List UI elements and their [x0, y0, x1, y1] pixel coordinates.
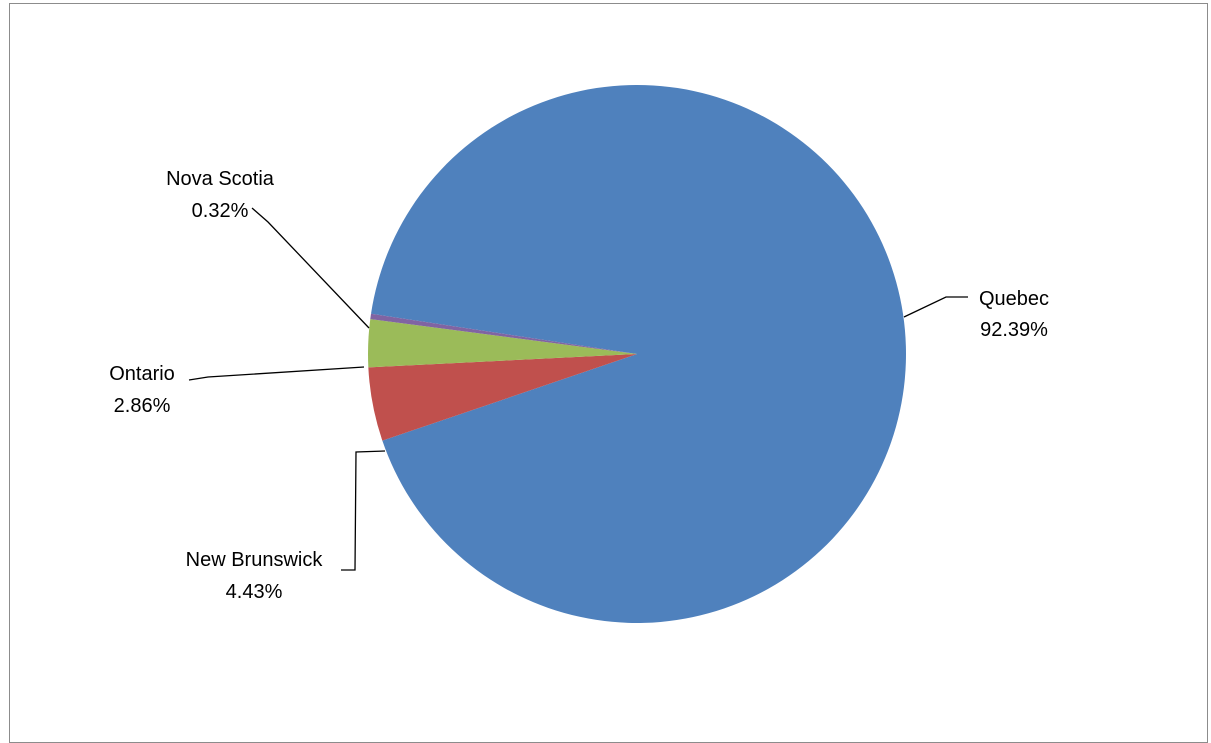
pie-slices — [367, 84, 906, 623]
label-nova-scotia-value: 0.32% — [192, 200, 249, 222]
label-ontario-value: 2.86% — [114, 395, 171, 417]
label-ontario-name: Ontario — [109, 363, 175, 385]
label-new-brunswick-name: New Brunswick — [186, 549, 324, 571]
pie-chart: Quebec 92.39% New Brunswick 4.43% Ontari… — [109, 84, 1049, 623]
label-nova-scotia-name: Nova Scotia — [166, 168, 275, 190]
leader-line-new-brunswick — [341, 450, 386, 571]
label-quebec-value: 92.39% — [980, 319, 1048, 341]
label-new-brunswick: New Brunswick 4.43% — [186, 549, 324, 603]
label-ontario: Ontario 2.86% — [109, 363, 175, 417]
leader-line-quebec — [903, 296, 968, 318]
leader-line-ontario — [188, 366, 365, 381]
label-nova-scotia: Nova Scotia 0.32% — [166, 168, 275, 222]
leader-line-nova-scotia — [251, 207, 370, 329]
label-quebec: Quebec 92.39% — [979, 288, 1049, 341]
pie-slice-new-brunswick — [368, 354, 637, 441]
pie-slice-ontario — [367, 319, 637, 368]
leader-lines — [188, 207, 968, 571]
label-new-brunswick-value: 4.43% — [226, 581, 283, 603]
label-quebec-name: Quebec — [979, 288, 1049, 310]
pie-slice-nova-scotia — [370, 313, 637, 354]
pie-slice-quebec — [371, 84, 906, 623]
